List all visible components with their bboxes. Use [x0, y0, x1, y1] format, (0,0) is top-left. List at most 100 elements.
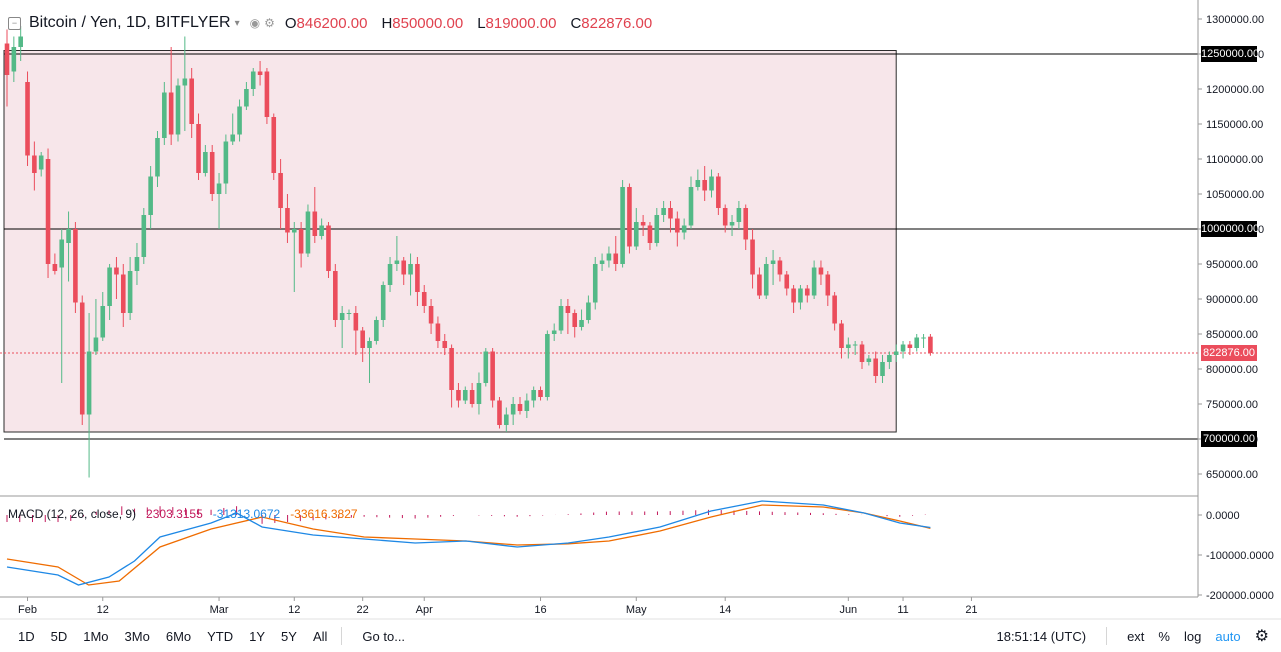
- candle[interactable]: [476, 372, 482, 415]
- candle[interactable]: [572, 309, 578, 338]
- candle[interactable]: [531, 386, 536, 408]
- candle[interactable]: [442, 334, 448, 355]
- candle[interactable]: [38, 152, 44, 177]
- candle[interactable]: [66, 211, 71, 282]
- candle[interactable]: [675, 211, 680, 247]
- candle[interactable]: [483, 348, 489, 387]
- candle[interactable]: [592, 257, 598, 310]
- candle[interactable]: [223, 134, 229, 195]
- candle[interactable]: [784, 271, 790, 296]
- candle[interactable]: [887, 351, 892, 370]
- candle[interactable]: [852, 341, 858, 355]
- candle[interactable]: [387, 257, 393, 292]
- candle[interactable]: [216, 173, 222, 229]
- candle[interactable]: [517, 397, 523, 415]
- candle[interactable]: [305, 204, 311, 258]
- candle[interactable]: [189, 68, 194, 138]
- candle[interactable]: [551, 323, 557, 342]
- candle[interactable]: [804, 285, 810, 303]
- candle[interactable]: [298, 222, 304, 268]
- candle[interactable]: [168, 47, 174, 145]
- candle[interactable]: [709, 169, 714, 198]
- candle[interactable]: [175, 78, 181, 142]
- candle[interactable]: [209, 145, 215, 201]
- candle[interactable]: [45, 148, 51, 279]
- candle[interactable]: [613, 236, 619, 271]
- candle[interactable]: [134, 243, 140, 285]
- candle[interactable]: [415, 257, 420, 306]
- candle[interactable]: [421, 285, 427, 313]
- ext-toggle[interactable]: ext: [1127, 628, 1145, 644]
- timeframe-5y[interactable]: 5Y: [281, 628, 297, 644]
- percent-toggle[interactable]: %: [1158, 628, 1170, 644]
- candle[interactable]: [524, 393, 530, 419]
- candle[interactable]: [264, 68, 270, 124]
- candle[interactable]: [579, 309, 584, 331]
- candle[interactable]: [18, 26, 23, 61]
- candle[interactable]: [435, 316, 441, 349]
- candle[interactable]: [866, 355, 872, 366]
- candle[interactable]: [599, 253, 605, 272]
- candle[interactable]: [859, 341, 865, 369]
- candle[interactable]: [661, 201, 666, 222]
- candle[interactable]: [757, 267, 762, 300]
- candle[interactable]: [832, 292, 837, 331]
- gear-icon[interactable]: ⚙: [1254, 628, 1269, 645]
- candle[interactable]: [32, 141, 37, 191]
- candle[interactable]: [162, 82, 167, 145]
- candle[interactable]: [148, 166, 153, 229]
- candle[interactable]: [271, 113, 277, 181]
- candle[interactable]: [257, 61, 263, 86]
- candle[interactable]: [93, 299, 99, 355]
- candle[interactable]: [811, 260, 817, 300]
- chevron-down-icon[interactable]: ▾: [234, 17, 240, 29]
- symbol-title[interactable]: Bitcoin / Yen, 1D, BITFLYER: [29, 14, 231, 31]
- macd-title[interactable]: MACD (12, 26, close, 9): [8, 507, 137, 521]
- candle[interactable]: [469, 383, 475, 408]
- candle[interactable]: [449, 344, 454, 408]
- candle[interactable]: [367, 337, 372, 384]
- candle[interactable]: [907, 341, 913, 355]
- candle[interactable]: [291, 222, 297, 292]
- candle[interactable]: [25, 71, 30, 167]
- candle[interactable]: [237, 99, 242, 142]
- candle[interactable]: [250, 68, 256, 96]
- candle[interactable]: [900, 341, 906, 359]
- candle[interactable]: [11, 36, 17, 83]
- candle[interactable]: [141, 208, 147, 264]
- candle[interactable]: [873, 351, 878, 384]
- candle[interactable]: [196, 113, 201, 181]
- candle[interactable]: [846, 337, 851, 359]
- candle[interactable]: [155, 131, 160, 187]
- candle[interactable]: [565, 299, 571, 334]
- candle[interactable]: [880, 355, 885, 383]
- clock-time[interactable]: 18:51:14 (UTC): [996, 628, 1087, 644]
- candle[interactable]: [777, 257, 783, 282]
- candle[interactable]: [114, 257, 119, 299]
- candle[interactable]: [538, 386, 543, 401]
- candle[interactable]: [360, 327, 365, 362]
- candle[interactable]: [722, 204, 728, 233]
- candle[interactable]: [647, 222, 653, 250]
- candle[interactable]: [681, 218, 687, 240]
- candle[interactable]: [702, 166, 707, 201]
- candle[interactable]: [86, 313, 92, 478]
- candle[interactable]: [278, 159, 283, 229]
- candle[interactable]: [203, 145, 208, 177]
- candle[interactable]: [346, 309, 352, 321]
- timeframe-1d[interactable]: 1D: [18, 628, 35, 644]
- candle[interactable]: [504, 407, 509, 433]
- candle[interactable]: [285, 194, 290, 243]
- candle[interactable]: [401, 257, 407, 285]
- settings-icon[interactable]: ⚙: [264, 16, 275, 30]
- candle[interactable]: [928, 334, 933, 356]
- candle[interactable]: [73, 222, 78, 313]
- candle[interactable]: [230, 113, 236, 146]
- candle[interactable]: [374, 316, 379, 345]
- candle[interactable]: [914, 334, 920, 352]
- candle[interactable]: [456, 383, 461, 408]
- candle[interactable]: [654, 208, 660, 247]
- candle[interactable]: [633, 208, 639, 250]
- timeframe-3mo[interactable]: 3Mo: [124, 628, 150, 644]
